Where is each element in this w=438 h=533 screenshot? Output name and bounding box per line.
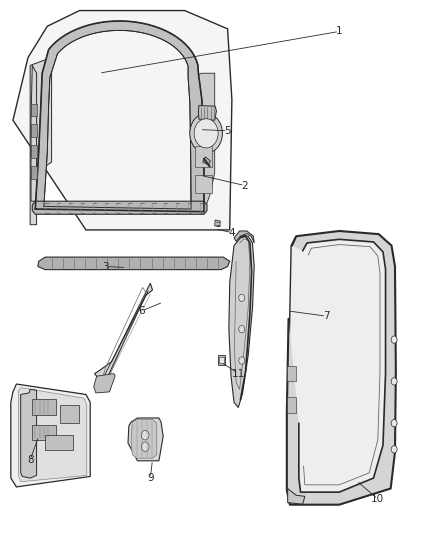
Polygon shape [30, 58, 52, 225]
Bar [287, 397, 296, 413]
Polygon shape [35, 21, 204, 212]
Polygon shape [198, 106, 216, 120]
Polygon shape [128, 418, 163, 461]
Bar [45, 435, 73, 450]
Polygon shape [287, 231, 396, 505]
Polygon shape [21, 389, 36, 478]
Circle shape [239, 294, 245, 302]
Polygon shape [32, 201, 207, 214]
Bar [194, 147, 212, 167]
Polygon shape [234, 231, 254, 243]
Text: 1: 1 [336, 27, 343, 36]
Polygon shape [95, 283, 152, 386]
Text: 3: 3 [102, 262, 109, 271]
Circle shape [391, 378, 397, 385]
Polygon shape [203, 157, 210, 165]
Bar [31, 146, 36, 158]
Text: 7: 7 [323, 311, 330, 321]
Polygon shape [288, 488, 305, 504]
Polygon shape [18, 387, 87, 482]
Circle shape [391, 419, 397, 427]
Bar [32, 399, 56, 415]
Bar [32, 425, 56, 440]
Bar [287, 366, 296, 382]
Bar [31, 103, 36, 116]
Text: 10: 10 [371, 494, 385, 504]
Text: 6: 6 [138, 306, 145, 316]
Bar [219, 358, 224, 362]
Circle shape [141, 442, 149, 451]
Circle shape [239, 326, 245, 333]
Circle shape [194, 119, 218, 148]
Circle shape [141, 431, 149, 440]
Circle shape [391, 446, 397, 453]
Bar [31, 166, 36, 179]
Bar [60, 405, 80, 423]
Text: 5: 5 [224, 126, 231, 136]
Text: 8: 8 [27, 455, 33, 465]
Bar [194, 175, 212, 193]
Polygon shape [229, 235, 254, 408]
Polygon shape [13, 11, 232, 230]
Polygon shape [288, 232, 395, 503]
Text: 9: 9 [147, 473, 154, 483]
Polygon shape [215, 220, 220, 227]
Polygon shape [11, 384, 90, 487]
Text: 2: 2 [241, 181, 248, 190]
Polygon shape [31, 66, 36, 201]
Text: 4: 4 [229, 228, 235, 238]
Polygon shape [131, 419, 157, 458]
Text: 11: 11 [232, 369, 245, 378]
Polygon shape [38, 257, 230, 270]
Bar [218, 356, 226, 365]
Polygon shape [191, 73, 215, 212]
Circle shape [239, 357, 245, 364]
Circle shape [190, 114, 223, 153]
Bar [31, 124, 36, 137]
Polygon shape [94, 374, 115, 393]
Circle shape [391, 336, 397, 343]
